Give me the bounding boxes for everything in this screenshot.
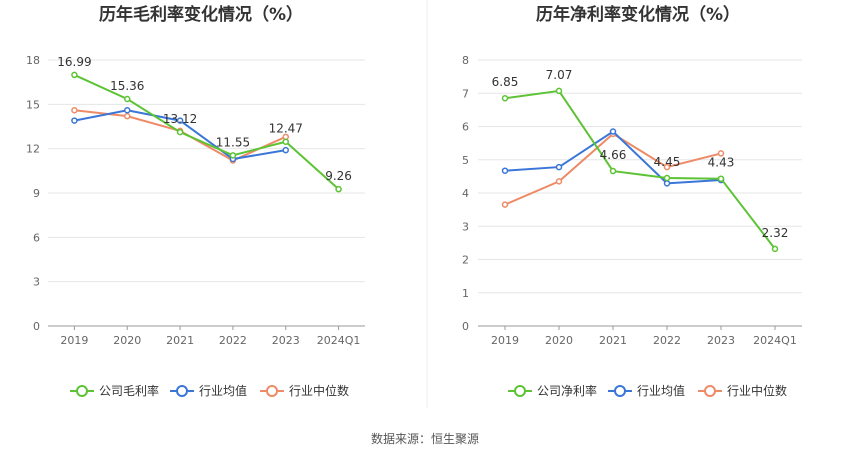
data-point-company — [229, 152, 237, 159]
data-point-median — [717, 150, 725, 157]
x-tick-label: 2019 — [60, 334, 88, 347]
data-point-avg — [282, 146, 289, 154]
data-label: 4.66 — [600, 148, 627, 162]
data-point-company — [71, 71, 78, 79]
legend-label: 行业中位数 — [727, 383, 787, 398]
x-tick-label: 2020 — [113, 334, 141, 347]
data-point-avg — [555, 163, 563, 171]
data-point-avg — [124, 106, 131, 114]
y-tick-label: 15 — [26, 98, 40, 111]
net-margin-chart: 历年净利率变化情况（%） 0 1 2 3 4 5 6 7 8 2019 2020 2021 2022 202… — [462, 4, 802, 398]
legend-label: 行业均值 — [199, 383, 247, 398]
data-label: 11.55 — [216, 135, 250, 149]
data-point-median — [501, 201, 509, 208]
data-label: 2.32 — [762, 226, 789, 240]
y-tick-label: 7 — [462, 87, 469, 100]
x-tick-label: 2021 — [599, 334, 627, 347]
data-point-median — [71, 106, 78, 114]
y-tick-label: 9 — [33, 187, 40, 200]
series-line-company — [74, 74, 340, 190]
data-label: 6.85 — [492, 75, 519, 89]
data-label: 13.12 — [163, 112, 197, 126]
data-point-avg — [71, 117, 78, 124]
legend-item-company[interactable]: 公司毛利率 — [70, 383, 159, 398]
legend-label: 行业中位数 — [289, 383, 349, 398]
y-tick-label: 0 — [33, 320, 40, 333]
data-label: 4.45 — [654, 155, 681, 169]
x-tick-label: 2023 — [707, 334, 735, 347]
data-point-avg — [501, 167, 509, 174]
data-label: 9.26 — [325, 169, 352, 183]
data-point-median — [663, 163, 671, 171]
x-tick-label: 2022 — [219, 334, 247, 347]
legend-marker — [266, 385, 278, 397]
legend-marker — [514, 385, 526, 397]
y-tick-label: 0 — [462, 320, 469, 333]
data-point-avg — [663, 180, 671, 187]
data-point-company — [124, 95, 131, 103]
y-tick-label: 3 — [462, 220, 469, 233]
y-tick-label: 1 — [462, 287, 469, 300]
gross-margin-chart: 历年毛利率变化情况（%） 0 3 6 9 12 15 18 2019 2020 2021 2022 20… — [26, 4, 365, 398]
data-point-company — [555, 87, 563, 95]
x-tick-label: 2019 — [491, 334, 519, 347]
x-tick-label: 2024Q1 — [317, 334, 361, 347]
legend-item-median[interactable]: 行业中位数 — [260, 383, 349, 398]
data-label: 4.43 — [708, 156, 735, 170]
data-point-company — [609, 167, 617, 175]
y-tick-label: 2 — [462, 254, 469, 267]
y-tick-label: 5 — [462, 154, 469, 167]
data-label: 15.36 — [110, 79, 144, 93]
data-point-company — [771, 245, 779, 253]
y-tick-label: 6 — [33, 231, 40, 244]
y-tick-label: 6 — [462, 121, 469, 134]
legend-item-avg[interactable]: 行业均值 — [170, 383, 247, 398]
data-point-avg — [609, 128, 617, 135]
chart-title: 历年净利率变化情况（%） — [536, 4, 740, 25]
data-point-median — [124, 112, 131, 120]
series-line-company — [504, 89, 776, 250]
legend-label: 公司毛利率 — [99, 383, 159, 398]
data-label: 12.47 — [269, 122, 303, 136]
x-tick-label: 2022 — [653, 334, 681, 347]
legend-item-avg[interactable]: 行业均值 — [608, 383, 685, 398]
x-tick-label: 2023 — [272, 334, 300, 347]
data-point-company — [176, 128, 184, 136]
legend-label: 公司净利率 — [537, 383, 597, 398]
legend-marker — [704, 385, 716, 397]
data-source: 数据来源：恒生聚源 — [371, 431, 479, 446]
y-tick-label: 8 — [462, 54, 469, 67]
y-tick-label: 4 — [462, 187, 469, 200]
legend-item-company[interactable]: 公司净利率 — [508, 383, 597, 398]
x-tick-label: 2020 — [545, 334, 573, 347]
y-tick-label: 12 — [26, 143, 40, 156]
legend-item-median[interactable]: 行业中位数 — [698, 383, 787, 398]
data-point-company — [282, 138, 289, 145]
data-point-company — [663, 174, 671, 182]
legend-label: 行业均值 — [637, 383, 685, 398]
data-label: 7.07 — [546, 68, 573, 82]
legend-marker — [176, 385, 188, 397]
data-point-company — [335, 185, 342, 193]
x-tick-label: 2024Q1 — [753, 334, 797, 347]
x-tick-label: 2021 — [166, 334, 194, 347]
data-label: 16.99 — [57, 55, 91, 69]
data-point-company — [501, 94, 509, 102]
data-point-avg — [176, 117, 184, 124]
legend-marker — [614, 385, 626, 397]
data-point-median — [555, 178, 563, 185]
data-point-company — [717, 175, 725, 182]
chart-title: 历年毛利率变化情况（%） — [99, 4, 303, 25]
y-tick-label: 3 — [33, 276, 40, 289]
legend-marker — [76, 385, 88, 397]
y-tick-label: 18 — [26, 54, 40, 67]
